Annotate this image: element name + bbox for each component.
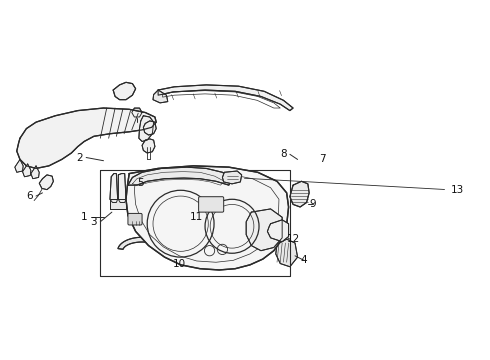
Polygon shape [246,209,282,251]
FancyBboxPatch shape [128,213,142,225]
Text: 6: 6 [26,191,33,201]
Polygon shape [110,199,126,209]
Text: 4: 4 [301,255,307,265]
Polygon shape [128,167,232,185]
Polygon shape [144,121,156,135]
Polygon shape [268,220,289,242]
Polygon shape [126,166,289,270]
Polygon shape [23,164,31,177]
Polygon shape [132,108,142,117]
Polygon shape [222,171,242,184]
Text: 1: 1 [81,212,87,222]
Text: 9: 9 [310,199,317,210]
Polygon shape [118,174,126,202]
Polygon shape [110,174,118,202]
Polygon shape [153,90,168,103]
Polygon shape [290,181,309,207]
Polygon shape [113,82,136,100]
Polygon shape [276,239,297,267]
Polygon shape [142,139,155,153]
Text: 2: 2 [76,153,83,162]
Text: 5: 5 [137,178,144,188]
Text: 10: 10 [172,258,186,269]
Polygon shape [118,237,166,249]
Text: 8: 8 [280,149,287,159]
FancyBboxPatch shape [198,197,224,212]
Text: 11: 11 [190,212,203,222]
Polygon shape [17,108,156,168]
Polygon shape [139,116,154,141]
Polygon shape [39,175,53,190]
Text: 7: 7 [319,154,325,165]
Polygon shape [158,85,293,111]
Polygon shape [15,159,23,172]
Polygon shape [31,166,39,179]
Text: 13: 13 [450,185,464,195]
Text: 12: 12 [287,234,300,244]
Text: 3: 3 [91,217,97,227]
